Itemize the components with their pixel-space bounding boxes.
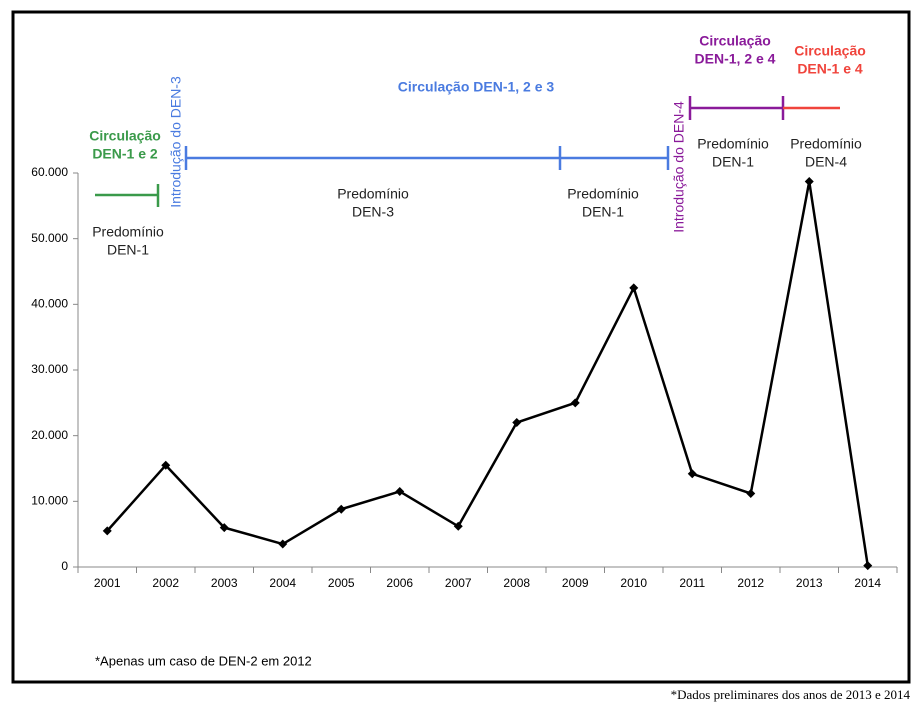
annotation: DEN-1 e 2 [92,146,158,162]
x-tick-label: 2014 [854,576,881,590]
marker [804,177,814,187]
vertical-label: Introdução do DEN-4 [671,101,687,233]
marker [395,486,405,496]
marker [219,523,229,533]
annotation: DEN-1 [107,242,149,258]
note: *Apenas um caso de DEN-2 em 2012 [95,653,312,668]
marker [570,398,580,408]
annotation: DEN-1 [712,154,754,170]
x-tick-label: 2009 [562,576,589,590]
annotation: DEN-1 e 4 [797,61,863,77]
x-tick-label: 2010 [620,576,647,590]
footnote: *Dados preliminares dos anos de 2013 e 2… [671,687,911,702]
marker [453,521,463,531]
x-tick-label: 2011 [679,576,705,590]
annotation: Predomínio [567,186,639,202]
marker [336,504,346,514]
annotation: Circulação [794,43,866,59]
annotation: Predomínio [697,136,769,152]
marker [687,469,697,479]
y-tick-label: 30.000 [31,362,68,376]
marker [629,283,639,293]
y-tick-label: 20.000 [31,428,68,442]
x-tick-label: 2006 [386,576,413,590]
y-tick-label: 10.000 [31,494,68,508]
marker [102,526,112,536]
marker [863,561,873,571]
y-tick-label: 0 [61,559,68,573]
x-tick-label: 2008 [503,576,530,590]
spans [95,96,840,207]
frame [11,10,911,684]
y-tick-label: 60.000 [31,165,68,179]
marker [161,460,171,470]
data-line [106,181,869,566]
x-tick-label: 2003 [211,576,238,590]
annotation: Circulação [699,33,771,49]
annotation: Predomínio [92,224,164,240]
annotation: Predomínio [790,136,862,152]
annotation: Predomínio [337,186,409,202]
vertical-label: Introdução do DEN-3 [168,76,184,208]
annotation: Circulação DEN-1, 2 e 3 [398,79,555,95]
marker [512,418,522,428]
annotation: DEN-4 [805,154,847,170]
annotation: DEN-1 [582,204,624,220]
marker [746,488,756,498]
annotation: Circulação [89,128,161,144]
annotation: DEN-3 [352,204,394,220]
x-tick-label: 2002 [152,576,179,590]
marker [278,539,288,549]
x-tick-label: 2007 [445,576,472,590]
x-tick-label: 2005 [328,576,355,590]
x-tick-label: 2001 [94,576,121,590]
annotation: DEN-1, 2 e 4 [695,51,776,67]
x-tick-label: 2013 [796,576,823,590]
y-tick-label: 40.000 [31,297,68,311]
x-tick-label: 2012 [737,576,764,590]
x-tick-label: 2004 [269,576,296,590]
y-tick-label: 50.000 [31,231,68,245]
